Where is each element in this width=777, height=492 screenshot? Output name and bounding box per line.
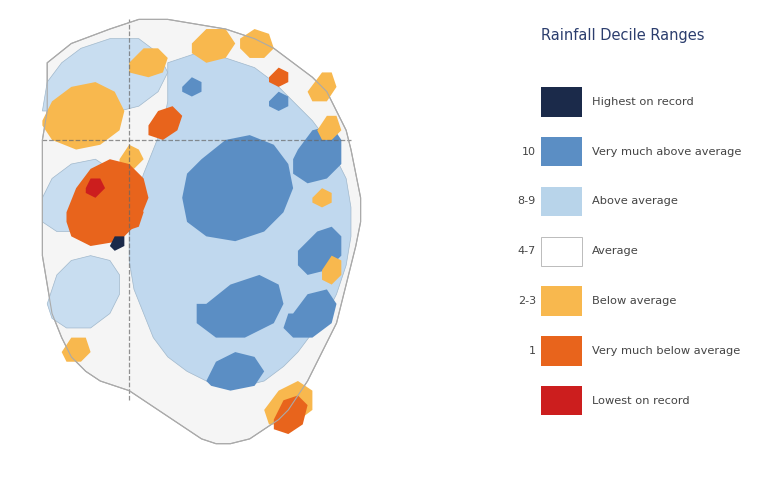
Polygon shape: [269, 92, 288, 111]
Text: Average: Average: [592, 246, 639, 256]
Polygon shape: [110, 236, 124, 251]
Polygon shape: [43, 159, 120, 232]
Polygon shape: [85, 179, 105, 198]
Polygon shape: [148, 106, 183, 140]
Text: 8-9: 8-9: [517, 196, 536, 207]
Polygon shape: [47, 256, 120, 328]
FancyBboxPatch shape: [541, 286, 582, 316]
Text: 4-7: 4-7: [517, 246, 536, 256]
Polygon shape: [85, 193, 120, 222]
FancyBboxPatch shape: [541, 137, 582, 166]
Polygon shape: [207, 352, 264, 391]
Polygon shape: [298, 227, 341, 275]
Polygon shape: [61, 338, 91, 362]
Polygon shape: [115, 203, 144, 232]
Polygon shape: [183, 135, 293, 241]
Polygon shape: [43, 82, 124, 150]
Polygon shape: [274, 396, 308, 434]
FancyBboxPatch shape: [541, 87, 582, 117]
Polygon shape: [67, 159, 148, 246]
Text: Very much above average: Very much above average: [592, 147, 742, 156]
FancyBboxPatch shape: [541, 187, 582, 216]
Polygon shape: [120, 145, 144, 169]
Polygon shape: [43, 19, 361, 444]
Polygon shape: [197, 275, 284, 338]
Text: Very much below average: Very much below average: [592, 346, 740, 356]
Polygon shape: [317, 116, 341, 140]
Polygon shape: [308, 72, 336, 101]
Text: Above average: Above average: [592, 196, 678, 207]
Polygon shape: [240, 29, 274, 58]
Text: Highest on record: Highest on record: [592, 97, 694, 107]
Polygon shape: [322, 256, 341, 284]
Polygon shape: [312, 188, 332, 208]
Polygon shape: [43, 39, 168, 121]
Text: Lowest on record: Lowest on record: [592, 396, 690, 405]
Text: Rainfall Decile Ranges: Rainfall Decile Ranges: [541, 29, 705, 43]
Polygon shape: [183, 77, 201, 96]
Polygon shape: [129, 53, 351, 386]
Text: 2-3: 2-3: [517, 296, 536, 306]
Polygon shape: [192, 29, 235, 63]
FancyBboxPatch shape: [541, 237, 582, 266]
FancyBboxPatch shape: [541, 336, 582, 366]
Text: Below average: Below average: [592, 296, 677, 306]
Polygon shape: [129, 48, 168, 77]
FancyBboxPatch shape: [541, 386, 582, 415]
Polygon shape: [284, 289, 336, 338]
Polygon shape: [264, 381, 312, 425]
Polygon shape: [269, 67, 288, 87]
Text: 10: 10: [522, 147, 536, 156]
Polygon shape: [293, 125, 341, 184]
Text: 1: 1: [529, 346, 536, 356]
